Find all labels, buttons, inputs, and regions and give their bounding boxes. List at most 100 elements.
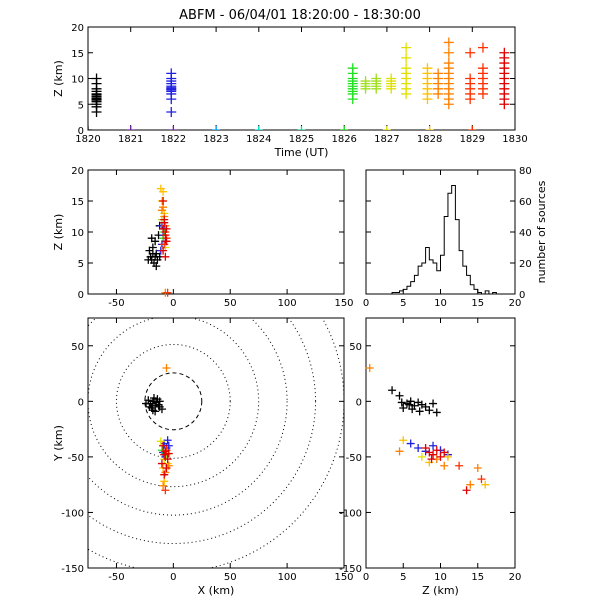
y-tick-label: 15 xyxy=(71,49,84,60)
ground-marker xyxy=(425,126,434,130)
source-point xyxy=(429,450,438,459)
source-point xyxy=(401,52,412,63)
source-point xyxy=(149,394,158,402)
histogram-bars xyxy=(366,185,515,295)
source-point xyxy=(161,486,170,495)
x-tick-label: 1824 xyxy=(246,134,271,145)
x-tick-label: 0 xyxy=(363,572,369,583)
source-point xyxy=(443,58,454,69)
source-point xyxy=(163,455,172,464)
source-point xyxy=(164,449,173,458)
source-point xyxy=(417,452,426,461)
x-tick-label: 20 xyxy=(509,298,522,309)
plot-frame xyxy=(87,169,345,295)
source-point xyxy=(425,406,434,415)
y-tick-label: 40 xyxy=(519,228,532,239)
ground-marker xyxy=(382,126,391,130)
source-point xyxy=(433,68,444,79)
y-tick-label: 60 xyxy=(519,197,532,208)
range-ring xyxy=(88,318,260,488)
x-tick-label: 100 xyxy=(278,572,297,583)
x-tick-label: 1822 xyxy=(161,134,186,145)
x-tick-label: 1827 xyxy=(374,134,399,145)
x-tick-label: -50 xyxy=(108,298,124,309)
y-tick-label: -100 xyxy=(61,508,84,519)
source-point xyxy=(156,184,165,193)
x-z-panel: -50 0 50 100 150 0 5 10 15 20 Z (km) xyxy=(52,166,354,309)
ground-marker xyxy=(212,126,221,130)
source-point xyxy=(429,399,438,408)
source-point xyxy=(160,450,169,459)
x-tick-label: 5 xyxy=(400,572,406,583)
y-axis-label: Z (km) xyxy=(52,214,65,251)
y-tick-label: -100 xyxy=(339,508,362,519)
source-point xyxy=(466,480,475,489)
source-point xyxy=(408,405,417,414)
plot-frame xyxy=(365,317,516,569)
source-point xyxy=(166,68,177,79)
y-tick-label: 10 xyxy=(71,75,84,86)
y-axis-label: Y (km) xyxy=(52,425,65,462)
ground-marker xyxy=(297,126,306,130)
source-point xyxy=(395,391,404,400)
ground-marker xyxy=(169,126,178,130)
source-point xyxy=(436,452,445,461)
range-ring xyxy=(115,343,231,459)
x-tick-label: 10 xyxy=(434,298,447,309)
figure-title: ABFM - 06/04/01 18:20:00 - 18:30:00 xyxy=(179,8,421,23)
x-axis-label: Z (km) xyxy=(422,584,459,597)
source-point xyxy=(415,407,424,416)
source-point xyxy=(401,42,412,53)
source-point xyxy=(163,436,172,445)
range-rings xyxy=(88,318,344,568)
x-tick-label: 1830 xyxy=(502,134,527,145)
source-point xyxy=(371,73,382,84)
y-tick-label: 0 xyxy=(519,290,525,301)
source-point xyxy=(162,464,171,472)
source-point xyxy=(162,237,171,246)
source-point xyxy=(399,404,408,412)
source-point xyxy=(159,246,168,255)
x-tick-label: 150 xyxy=(334,572,353,583)
source-point xyxy=(405,400,414,409)
source-point xyxy=(157,405,166,414)
x-tick-label: 20 xyxy=(509,572,522,583)
source-point xyxy=(473,464,482,472)
ground-marker xyxy=(126,126,135,130)
y-tick-label: 20 xyxy=(71,166,84,177)
ground-marker xyxy=(88,126,92,130)
source-point xyxy=(477,42,488,53)
y-tick-label: -150 xyxy=(339,564,362,575)
source-point xyxy=(144,255,153,264)
source-point xyxy=(397,398,406,407)
source-point xyxy=(162,224,171,233)
source-point xyxy=(440,461,449,470)
source-point xyxy=(145,402,154,411)
source-point xyxy=(91,106,102,117)
source-point xyxy=(440,448,449,457)
y-axis-label: Z (km) xyxy=(52,60,65,97)
x-tick-label: -50 xyxy=(108,572,124,583)
x-tick-label: 0 xyxy=(170,298,176,309)
source-point xyxy=(360,76,371,87)
source-point xyxy=(159,481,168,490)
x-tick-label: 50 xyxy=(224,298,237,309)
x-tick-label: 15 xyxy=(471,572,484,583)
source-point xyxy=(155,397,164,406)
source-point xyxy=(427,455,436,464)
x-tick-label: 10 xyxy=(434,572,447,583)
source-point xyxy=(161,252,170,261)
y-tick-label: 0 xyxy=(78,397,84,408)
source-point xyxy=(157,206,166,215)
source-point xyxy=(156,437,165,446)
source-point xyxy=(162,364,171,372)
range-ring xyxy=(88,318,344,568)
x-tick-label: 0 xyxy=(170,572,176,583)
x-tick-label: 150 xyxy=(334,298,353,309)
source-point xyxy=(166,106,177,117)
source-point xyxy=(455,461,464,470)
source-point xyxy=(477,63,488,74)
x-tick-label: 1820 xyxy=(75,134,100,145)
source-point xyxy=(406,439,415,448)
